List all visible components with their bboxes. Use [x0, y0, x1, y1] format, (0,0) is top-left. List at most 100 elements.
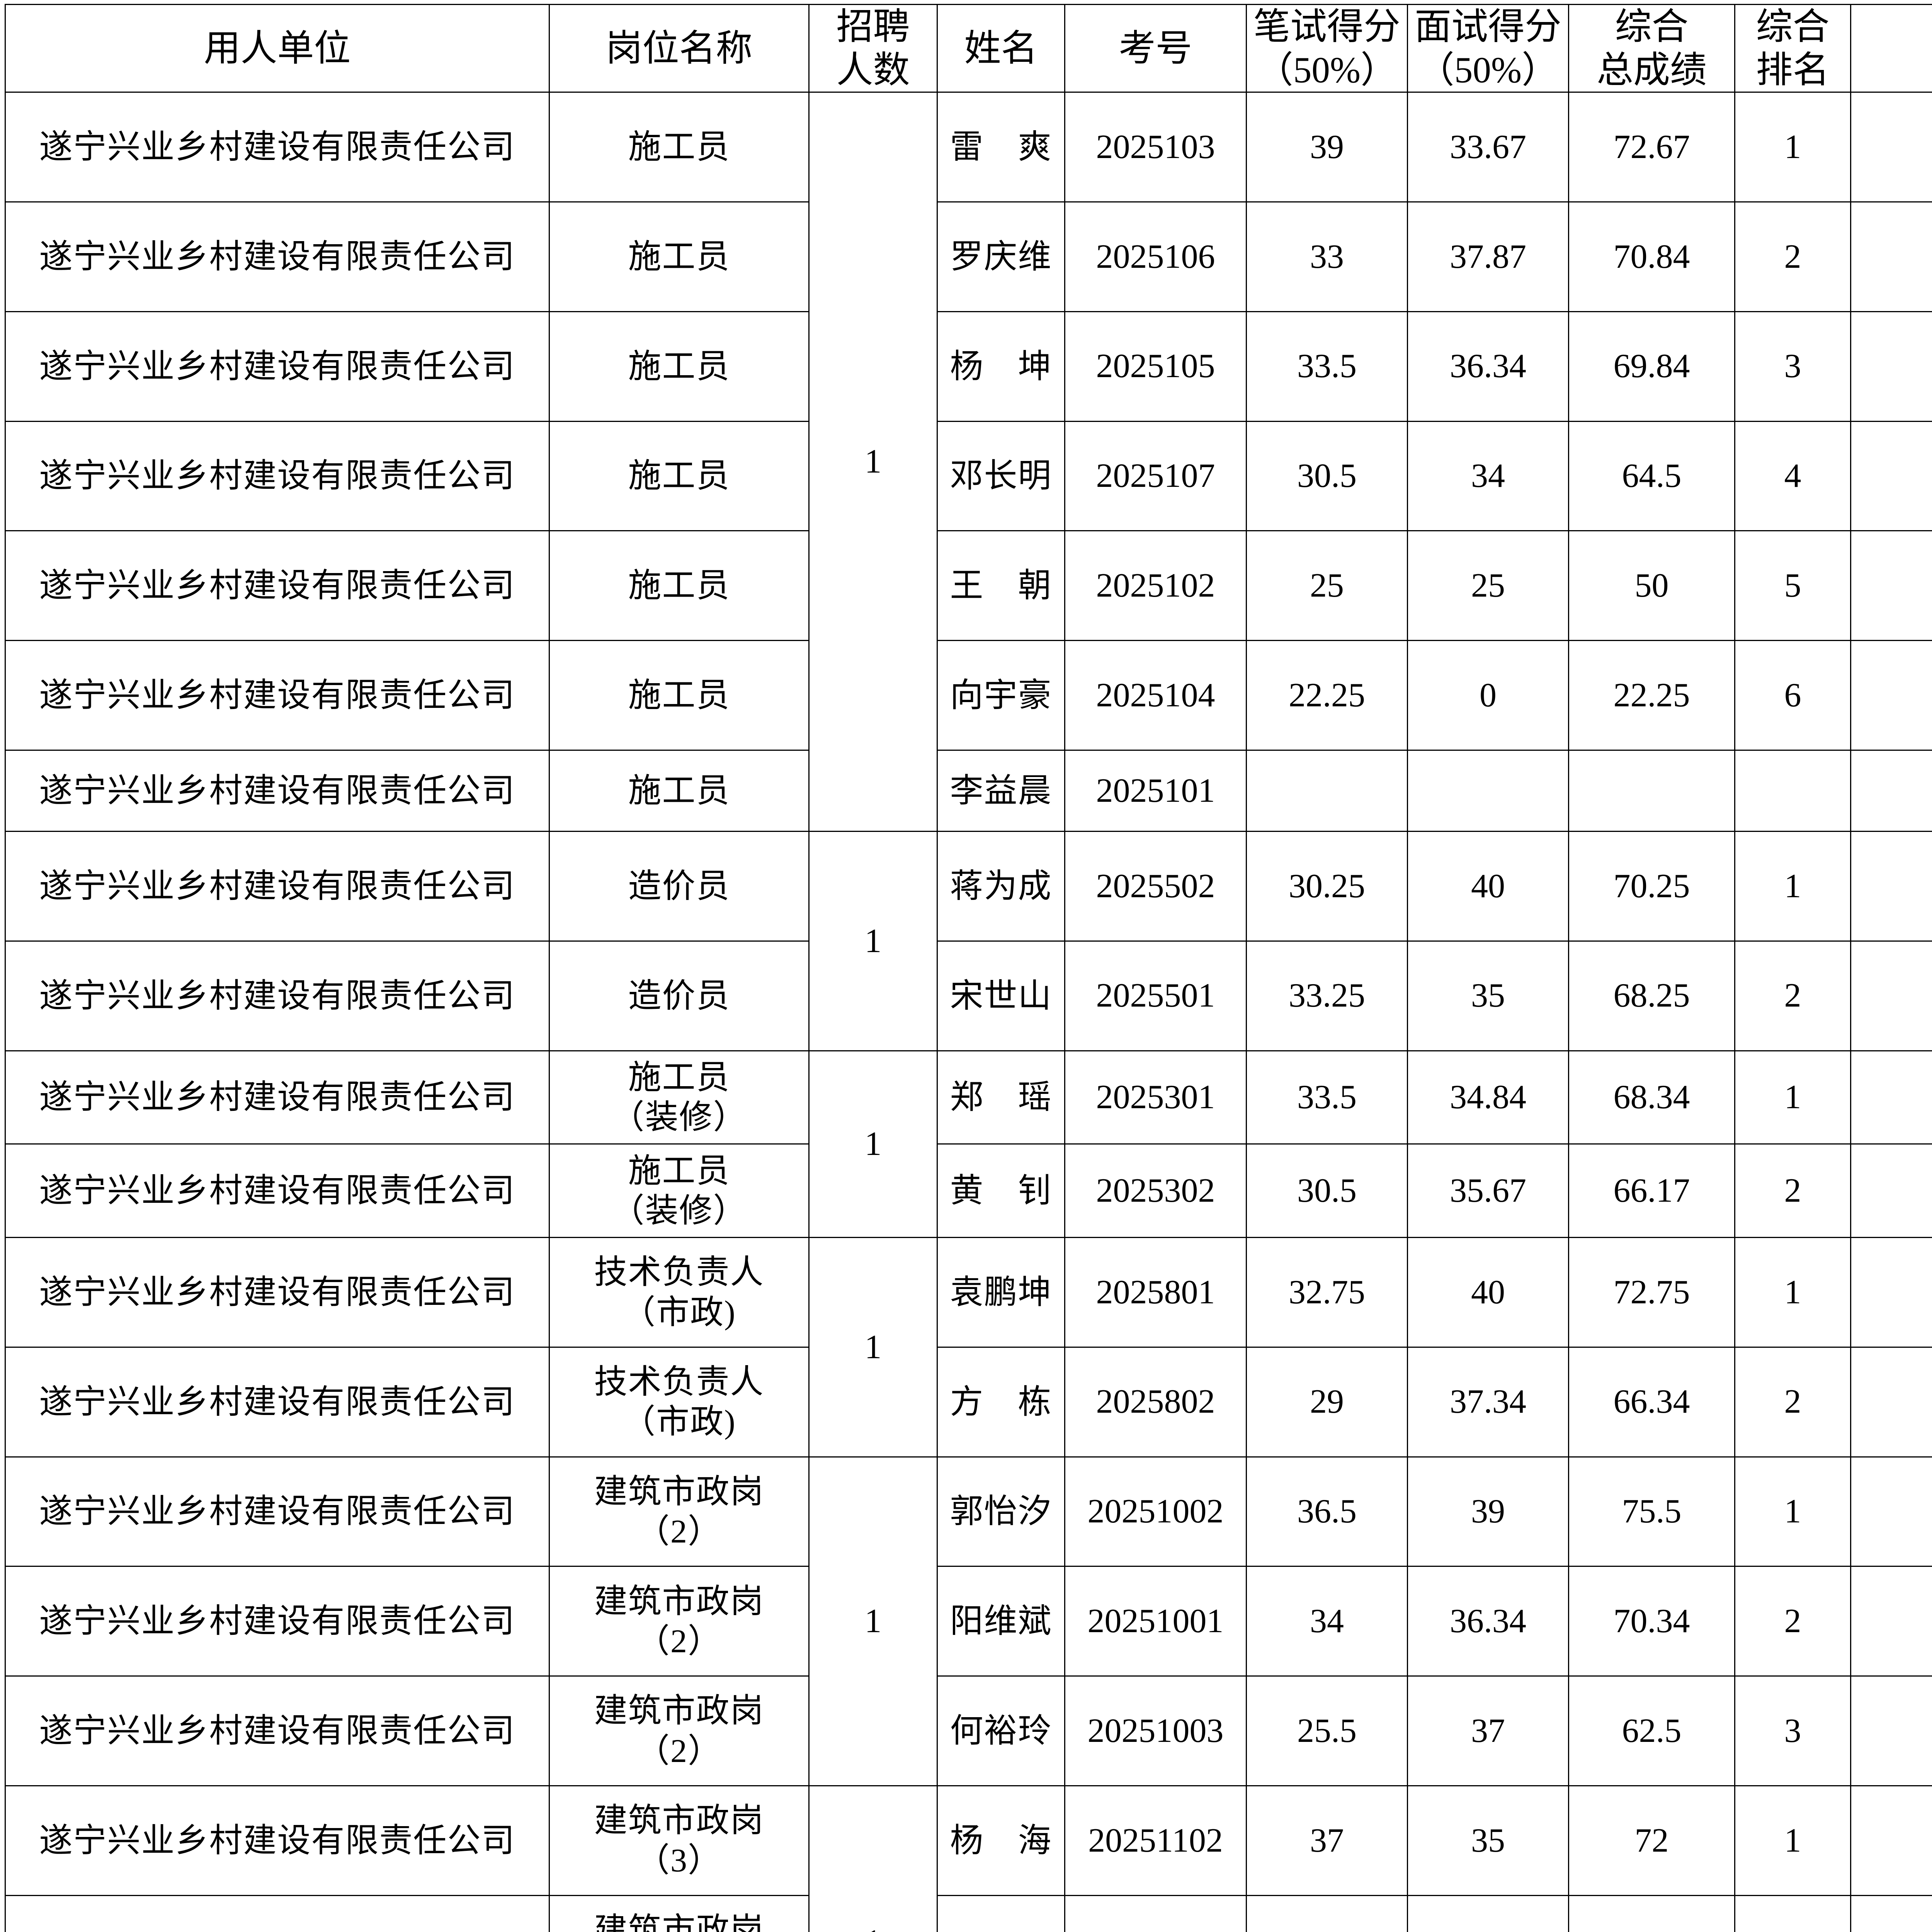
position-line-1: 施工员	[628, 457, 730, 495]
position-line-2: （2）	[636, 1732, 722, 1769]
cell-exam-number: 20251002	[1064, 1456, 1247, 1567]
header-written-score: 笔试得分 （50%）	[1246, 3, 1408, 93]
table-row: 遂宁兴业乡村建设有限责任公司 施工员 杨 坤 2025105 33.5 36.34 69.8…	[5, 311, 1932, 422]
cell-total-score: 70.25	[1568, 831, 1735, 942]
cell-total-score: 62.34	[1568, 1895, 1735, 1932]
position-line-2: （市政)	[622, 1403, 736, 1440]
cell-employer: 遂宁兴业乡村建设有限责任公司	[5, 92, 550, 202]
cell-exam-number: 2025106	[1064, 201, 1247, 312]
cell-candidate-name: 邓长明	[937, 420, 1065, 532]
cell-total-score: 66.17	[1568, 1143, 1735, 1238]
cell-exam-number: 2025107	[1064, 420, 1247, 532]
cell-overall-rank: 2	[1734, 1346, 1851, 1458]
cell-position: 施工员	[549, 420, 810, 532]
cell-headcount: 1	[808, 1050, 938, 1238]
position-line-1: 施工员	[628, 772, 730, 809]
cell-exam-number: 20251001	[1064, 1566, 1247, 1677]
cell-remark	[1850, 1346, 1932, 1458]
cell-employer: 遂宁兴业乡村建设有限责任公司	[5, 1050, 550, 1145]
cell-overall-rank: 2	[1734, 201, 1851, 312]
table-row: 遂宁兴业乡村建设有限责任公司 造价员 宋世山 2025501 33.25 35 68.25 2	[5, 940, 1932, 1051]
cell-position: 建筑市政岗 （2）	[549, 1675, 810, 1787]
table-row: 遂宁兴业乡村建设有限责任公司 技术负责人 （市政) 1 袁鹏坤 2025801 32.75 4…	[5, 1237, 1932, 1458]
cell-exam-number: 2025102	[1064, 530, 1247, 641]
cell-exam-number: 2025801	[1064, 1237, 1247, 1348]
cell-employer: 遂宁兴业乡村建设有限责任公司	[5, 1346, 550, 1458]
cell-exam-number: 20251103	[1064, 1895, 1247, 1932]
cell-candidate-name: 雷 爽	[937, 92, 1065, 202]
cell-employer: 遂宁兴业乡村建设有限责任公司	[5, 1237, 550, 1348]
cell-position: 施工员	[549, 92, 810, 202]
header-row: 用人单位 岗位名称 招聘 人数 姓名 考号 笔试得分 （50%） 面试得分 （50%）…	[5, 3, 1932, 93]
cell-interview-score: 37.87	[1407, 201, 1569, 312]
position-line-1: 施工员	[628, 128, 730, 165]
header-remark: 备注	[1850, 3, 1932, 93]
cell-overall-rank: 3	[1734, 311, 1851, 422]
cell-total-score: 72.75	[1568, 1237, 1735, 1348]
table-header: 用人单位 岗位名称 招聘 人数 姓名 考号 笔试得分 （50%） 面试得分 （50%）…	[5, 3, 1932, 93]
cell-total-score: 70.34	[1568, 1566, 1735, 1677]
cell-interview-score: 35	[1407, 1785, 1569, 1896]
cell-exam-number: 2025105	[1064, 311, 1247, 422]
position-line-2: （2）	[636, 1513, 722, 1550]
cell-written-score: 34	[1246, 1566, 1408, 1677]
table-row: 遂宁兴业乡村建设有限责任公司 施工员 （装修） 1 郑 瑶 2025301 33.5 34.8…	[5, 1050, 1932, 1238]
cell-overall-rank: 5	[1734, 530, 1851, 641]
cell-interview-score: 34	[1407, 420, 1569, 532]
cell-total-score: 70.84	[1568, 201, 1735, 312]
cell-written-score: 36.5	[1246, 1456, 1408, 1567]
header-employer: 用人单位	[5, 3, 550, 93]
cell-interview-score: 35.67	[1407, 1143, 1569, 1238]
cell-written-score: 30.25	[1246, 831, 1408, 942]
position-line-2: （装修）	[611, 1099, 747, 1136]
cell-candidate-name: 王 朝	[937, 530, 1065, 641]
cell-exam-number: 20251102	[1064, 1785, 1247, 1896]
cell-interview-score: 36.34	[1407, 1566, 1569, 1677]
cell-written-score: 25	[1246, 530, 1408, 641]
cell-overall-rank: 1	[1734, 1785, 1851, 1896]
cell-remark	[1850, 1143, 1932, 1238]
cell-candidate-name: 杨 海	[937, 1785, 1065, 1896]
cell-remark	[1850, 940, 1932, 1051]
cell-candidate-name: 方 栋	[937, 1346, 1065, 1458]
cell-written-score: 30	[1246, 1895, 1408, 1932]
table-row: 遂宁兴业乡村建设有限责任公司 施工员 向宇豪 2025104 22.25 0 22.25 6	[5, 640, 1932, 751]
cell-employer: 遂宁兴业乡村建设有限责任公司	[5, 1566, 550, 1677]
cell-remark	[1850, 831, 1932, 942]
header-total-score: 综合 总成绩	[1568, 3, 1735, 93]
cell-candidate-name: 郭怡汐	[937, 1456, 1065, 1567]
table-row: 遂宁兴业乡村建设有限责任公司 建筑市政岗 （2） 何裕玲 20251003 25.5 37 6…	[5, 1675, 1932, 1787]
cell-headcount: 1	[808, 1237, 938, 1458]
cell-candidate-name: 向宇豪	[937, 640, 1065, 751]
cell-remark	[1850, 640, 1932, 751]
position-line-1: 建筑市政岗	[594, 1802, 764, 1839]
cell-interview-score: 35	[1407, 940, 1569, 1051]
cell-written-score: 30.5	[1246, 420, 1408, 532]
cell-position: 施工员	[549, 749, 810, 832]
cell-employer: 遂宁兴业乡村建设有限责任公司	[5, 749, 550, 832]
cell-headcount: 1	[808, 92, 938, 832]
cell-interview-score: 0	[1407, 640, 1569, 751]
cell-remark: 缺考	[1850, 749, 1932, 832]
cell-overall-rank: 6	[1734, 640, 1851, 751]
cell-interview-score: 33.67	[1407, 92, 1569, 202]
cell-employer: 遂宁兴业乡村建设有限责任公司	[5, 420, 550, 532]
cell-headcount: 1	[808, 1456, 938, 1787]
cell-total-score: 69.84	[1568, 311, 1735, 422]
cell-employer: 遂宁兴业乡村建设有限责任公司	[5, 1456, 550, 1567]
cell-interview-score: 32.34	[1407, 1895, 1569, 1932]
cell-overall-rank: 1	[1734, 92, 1851, 202]
cell-headcount: 1	[808, 831, 938, 1051]
cell-overall-rank	[1734, 749, 1851, 832]
cell-employer: 遂宁兴业乡村建设有限责任公司	[5, 1895, 550, 1932]
cell-candidate-name: 袁鹏坤	[937, 1237, 1065, 1348]
cell-employer: 遂宁兴业乡村建设有限责任公司	[5, 530, 550, 641]
cell-exam-number: 2025104	[1064, 640, 1247, 751]
cell-overall-rank: 2	[1734, 1895, 1851, 1932]
cell-candidate-name: 李益晨	[937, 749, 1065, 832]
cell-candidate-name: 杨 坤	[937, 311, 1065, 422]
cell-total-score: 68.34	[1568, 1050, 1735, 1145]
cell-written-score: 30.5	[1246, 1143, 1408, 1238]
cell-employer: 遂宁兴业乡村建设有限责任公司	[5, 1785, 550, 1896]
